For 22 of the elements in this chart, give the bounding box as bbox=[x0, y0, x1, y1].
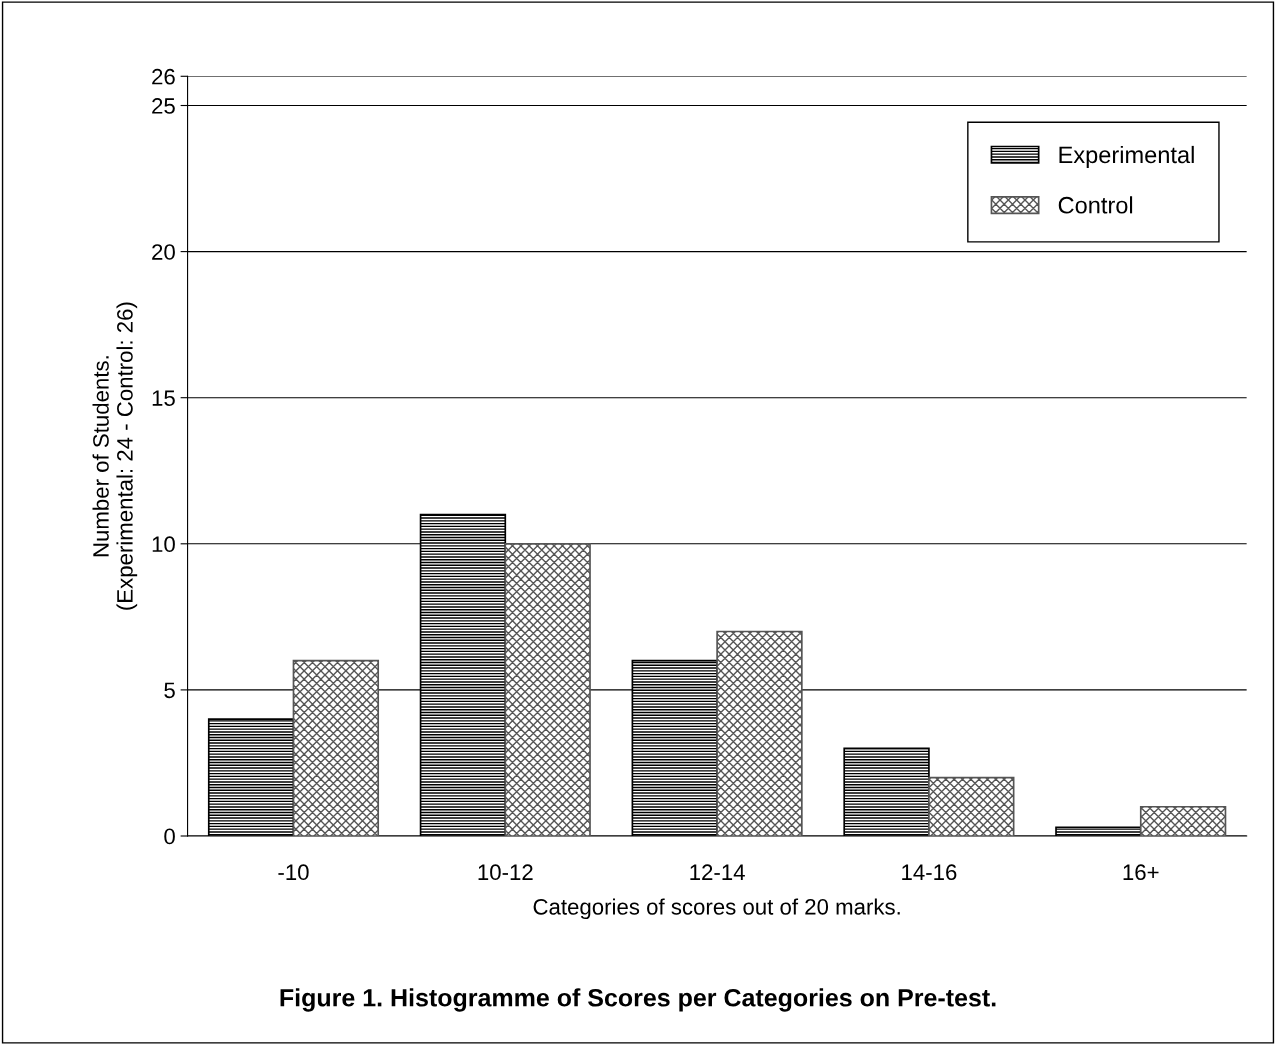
text: Figure 1. Histogramme of Scores per Categories on Pre-test. bbox=[280, 988, 996, 1012]
bar bbox=[716, 630, 803, 836]
x-tick-label: 10-12 bbox=[478, 864, 533, 881]
bar bbox=[292, 659, 380, 836]
x-tick-label: -10 bbox=[278, 864, 309, 881]
x-tick-label: 16+ bbox=[1123, 864, 1159, 881]
x-axis-title: Categories of scores out of 20 marks. bbox=[533, 898, 900, 920]
x-tick-label: 14-16 bbox=[902, 864, 957, 881]
y-tick-label: 15 bbox=[152, 390, 175, 406]
x-tick-label: 12-14 bbox=[690, 864, 745, 880]
y-tick-label: 26 bbox=[152, 68, 175, 85]
legend-label: Control bbox=[1058, 196, 1133, 214]
bar bbox=[1139, 805, 1227, 836]
y-tick-label: 25 bbox=[152, 98, 175, 114]
y-tick-label: 10 bbox=[152, 536, 175, 553]
y-tick-label: 20 bbox=[152, 244, 175, 260]
y-tick-label: 0 bbox=[164, 828, 175, 845]
bar bbox=[504, 542, 591, 836]
y-axis-title: Number of Students. (Experimental: 24 - Control: 26) bbox=[92, 302, 138, 610]
y-tick-label: 5 bbox=[164, 682, 175, 699]
legend-label: Experimental bbox=[1059, 145, 1194, 168]
bar bbox=[928, 776, 1015, 836]
